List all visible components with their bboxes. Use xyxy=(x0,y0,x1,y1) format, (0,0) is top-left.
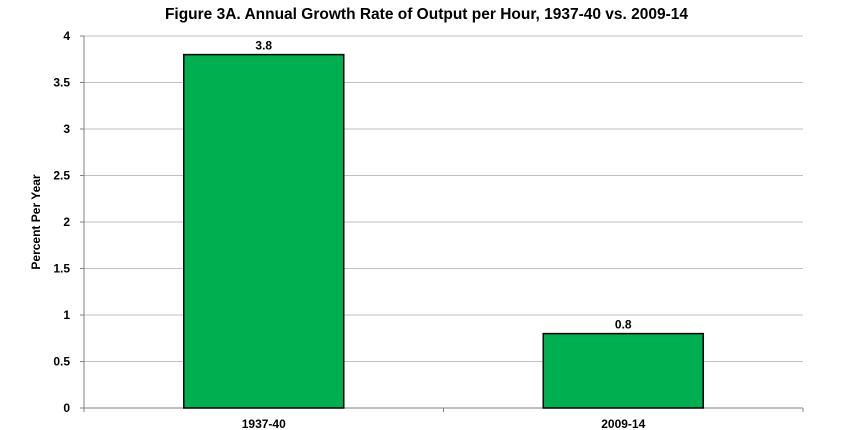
y-tick-label: 3.5 xyxy=(53,76,70,90)
y-tick-labels: 0 0.5 1 1.5 2 2.5 3 3.5 4 xyxy=(53,29,84,415)
y-tick-label: 1.5 xyxy=(53,262,70,276)
y-tick-label: 0.5 xyxy=(53,355,70,369)
bar-2009-14 xyxy=(542,332,704,409)
data-label: 3.8 xyxy=(255,39,272,53)
y-tick-label: 2.5 xyxy=(53,169,70,183)
y-tick-label: 2 xyxy=(63,215,70,229)
data-label: 0.8 xyxy=(615,318,632,332)
bar-1937-40 xyxy=(183,53,345,409)
bars xyxy=(183,53,704,409)
x-tick-label: 2009-14 xyxy=(601,417,645,430)
y-tick-label: 1 xyxy=(63,308,70,322)
y-tick-label: 0 xyxy=(63,401,70,415)
y-tick-label: 3 xyxy=(63,122,70,136)
x-tick-label: 1937-40 xyxy=(242,417,286,430)
y-tick-label: 4 xyxy=(63,29,70,43)
gridlines xyxy=(84,35,803,362)
data-labels: 3.8 0.8 xyxy=(255,39,632,332)
y-axis-label: Percent Per Year xyxy=(29,174,43,270)
x-tick-labels: 1937-40 2009-14 xyxy=(83,408,804,430)
chart-title: Figure 3A. Annual Growth Rate of Output … xyxy=(164,6,689,23)
